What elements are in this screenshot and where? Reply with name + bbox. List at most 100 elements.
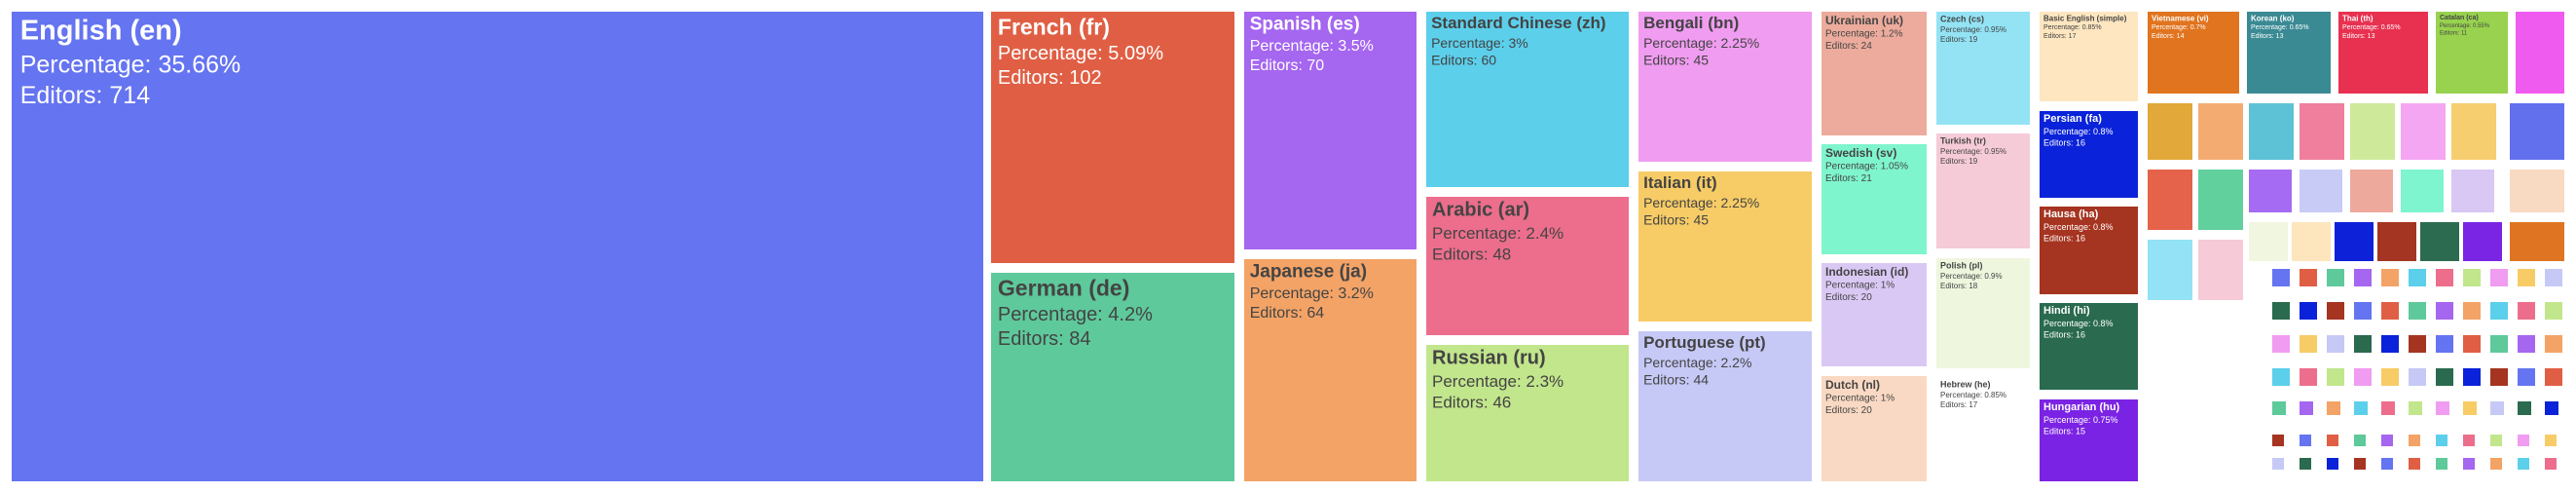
treemap-tile <box>2148 240 2192 300</box>
treemap-tile-rect <box>1426 197 1629 335</box>
treemap-tile-small <box>2272 269 2290 286</box>
treemap-tile-small <box>2409 302 2426 320</box>
treemap-tile-small <box>2463 335 2481 353</box>
treemap-tile-small <box>2409 368 2426 386</box>
tile-percentage: Percentage: 4.2% <box>998 304 1153 325</box>
treemap-tile-small <box>2436 458 2447 470</box>
treemap-tile <box>2148 170 2192 230</box>
tile-editors: Editors: 24 <box>1825 41 1872 52</box>
treemap-tile-rect <box>1822 12 1927 135</box>
treemap-tile: Vietnamese (vi)Percentage: 0.7% Editors: … <box>2148 12 2239 94</box>
tile-editors: Editors: 44 <box>1643 371 1709 387</box>
treemap-tile-small <box>2545 458 2557 470</box>
treemap-tile-rect <box>1638 12 1812 162</box>
tile-percentage: Percentage: 0.55% <box>2440 23 2490 29</box>
treemap-tile-small <box>2463 458 2475 470</box>
tile-percentage: Percentage: 1.2% <box>1825 28 1903 39</box>
treemap-tile: Indonesian (id)Percentage: 1% Editors: 20 <box>1822 263 1927 366</box>
treemap-tile-rect <box>2401 170 2444 212</box>
tile-label: Thai (th) <box>2342 15 2374 23</box>
treemap-tile <box>2350 170 2393 212</box>
treemap-tile <box>2198 170 2243 230</box>
treemap-tile: Japanese (ja) Percentage: 3.2% Editors: 64 <box>1244 259 1417 481</box>
tile-editors: Editors: 13 <box>2251 33 2284 40</box>
treemap-tile-small <box>2436 269 2453 286</box>
treemap-tile-small <box>2354 269 2372 286</box>
tile-editors: Editors: 16 <box>2043 137 2085 147</box>
tile-percentage: Percentage: 0.95% <box>1940 25 2006 34</box>
treemap-tile-rect <box>2292 222 2331 261</box>
treemap-tile-small <box>2436 401 2449 415</box>
tile-percentage: Percentage: 5.09% <box>998 43 1163 64</box>
treemap-tile <box>2377 222 2416 261</box>
tile-percentage: Percentage: 0.75% <box>2043 415 2118 425</box>
treemap-tile <box>2249 170 2292 212</box>
treemap-tile-rect <box>2249 103 2294 160</box>
treemap-tile-small <box>2272 458 2284 470</box>
treemap-tile <box>2249 103 2294 160</box>
treemap-tile-rect <box>2040 207 2138 294</box>
tile-percentage: Percentage: 0.65% <box>2342 24 2401 31</box>
treemap-tile-small <box>2354 302 2372 320</box>
tile-editors: Editors: 15 <box>2043 426 2085 436</box>
tile-editors: Editors: 16 <box>2043 329 2085 339</box>
treemap-tile-small <box>2300 302 2317 320</box>
tile-label: Turkish (tr) <box>1940 135 1986 145</box>
tile-percentage: Percentage: 0.9% <box>1940 272 2003 281</box>
tile-editors: Editors: 20 <box>1825 292 1872 303</box>
treemap-tile-rect <box>2436 12 2508 94</box>
treemap-tile <box>2463 222 2502 261</box>
treemap-tile-small <box>2490 435 2502 446</box>
treemap-tile-small <box>2327 458 2338 470</box>
treemap-tile-rect <box>2451 103 2496 160</box>
tile-label: Hungarian (hu) <box>2043 401 2120 413</box>
treemap-tile-small <box>2463 401 2477 415</box>
treemap-tile-small <box>2436 302 2453 320</box>
treemap-tile: French (fr) Percentage: 5.09% Editors: 102 <box>991 12 1234 263</box>
tile-percentage: Percentage: 2.25% <box>1643 35 1759 51</box>
treemap-tile-rect <box>2249 170 2292 212</box>
tile-editors: Editors: 19 <box>1940 157 1978 166</box>
treemap-tile-rect <box>1244 12 1417 249</box>
treemap-tile-small <box>2381 435 2393 446</box>
tile-percentage: Percentage: 0.65% <box>2251 24 2309 31</box>
treemap-tile-small <box>2463 435 2475 446</box>
treemap-tile-small <box>2327 302 2344 320</box>
tile-label: Indonesian (id) <box>1825 265 1908 279</box>
treemap-tile-small <box>2436 368 2453 386</box>
tile-editors: Editors: 11 <box>2440 30 2468 36</box>
treemap-tile-small <box>2327 335 2344 353</box>
treemap-tile-rect <box>2350 170 2393 212</box>
treemap-tile-rect <box>2451 170 2494 212</box>
tile-editors: Editors: 45 <box>1643 52 1709 67</box>
treemap-tile-small <box>2490 335 2508 353</box>
treemap-tile-rect <box>1936 377 2030 481</box>
tile-percentage: Percentage: 1.05% <box>1825 161 1908 171</box>
tile-label: Polish (pl) <box>1940 260 1983 270</box>
tile-editors: Editors: 19 <box>1940 35 1978 44</box>
treemap-tile <box>2148 103 2192 160</box>
treemap-tile: Persian (fa) Percentage: 0.8%Editors: 16 <box>2040 111 2138 198</box>
treemap-tile-small <box>2545 269 2562 286</box>
tile-editors: Editors: 16 <box>2043 233 2085 243</box>
treemap-tile-small <box>2354 458 2366 470</box>
treemap-tile-rect <box>1936 258 2030 368</box>
treemap-tile-small <box>2272 435 2284 446</box>
treemap-tile: Korean (ko)Percentage: 0.65% Editors: 13 <box>2247 12 2331 94</box>
treemap-tile-small <box>2436 435 2447 446</box>
tile-editors: Editors: 714 <box>20 82 151 109</box>
tile-percentage: Percentage: 0.85% <box>1940 391 2006 399</box>
tile-percentage: Percentage: 3.5% <box>1250 38 1374 55</box>
treemap-tile-small <box>2381 335 2399 353</box>
tile-editors: Editors: 13 <box>2342 33 2375 40</box>
tile-label: Spanish (es) <box>1250 14 1360 34</box>
treemap-tile: Turkish (tr) Percentage: 0.95%Editors: 19 <box>1936 133 2030 248</box>
treemap-tile-rect <box>991 12 1234 263</box>
tile-label: Hindi (hi) <box>2043 305 2090 317</box>
treemap-tile-rect <box>1936 12 2030 125</box>
tile-editors: Editors: 17 <box>1940 400 1978 409</box>
tile-percentage: Percentage: 2.25% <box>1643 195 1759 210</box>
treemap-tile: Ukrainian (uk)Percentage: 1.2% Editors: 2… <box>1822 12 1927 135</box>
treemap-tile <box>2510 222 2564 261</box>
tile-percentage: Percentage: 2.4% <box>1432 224 1564 243</box>
